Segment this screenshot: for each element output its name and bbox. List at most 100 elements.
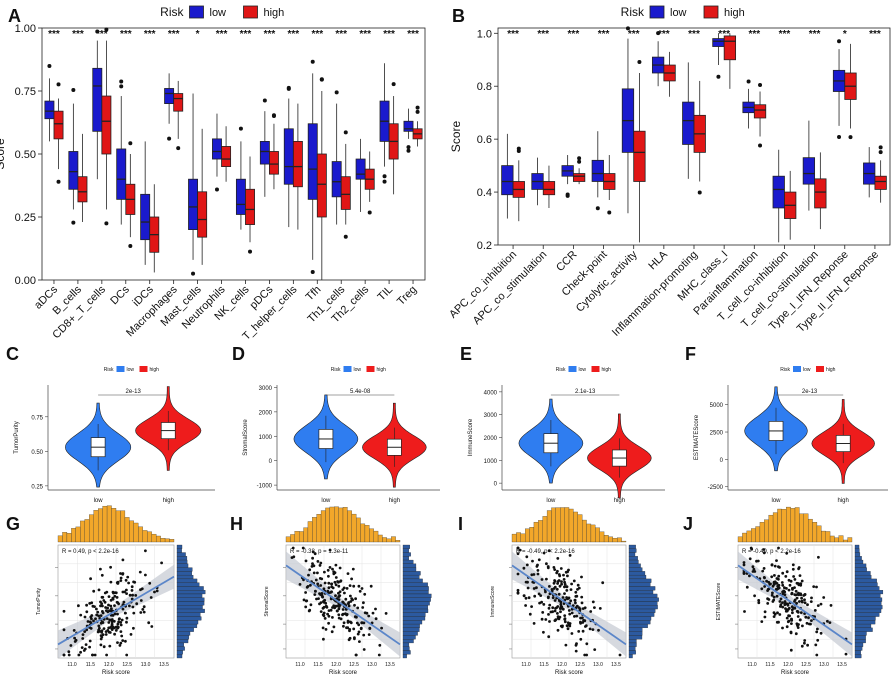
x-tick-label-H: 11.5 [313, 662, 323, 668]
legend-label-low: low [127, 367, 135, 373]
scatter-point-I [559, 600, 563, 604]
scatter-point-H [337, 598, 341, 601]
scatter-point-J [751, 565, 755, 569]
histogram-bar-right [402, 563, 417, 568]
scatter-point-H [322, 605, 326, 609]
scatter-point-J [826, 619, 829, 623]
histogram-bar-top [516, 532, 521, 543]
histogram-bar-right [402, 571, 421, 576]
scatter-point-H [337, 607, 341, 611]
scatter-point-G [113, 632, 116, 636]
pvalue-label-E: 2.1e-13 [575, 389, 596, 395]
outlier-point-high [319, 77, 324, 82]
scatter-point-H [384, 612, 388, 615]
scatter-point-H [330, 630, 334, 634]
scatter-point-J [763, 585, 766, 588]
outlier-point-high [577, 156, 582, 161]
legend-swatch-low [189, 5, 204, 19]
scatter-point-J [816, 627, 819, 631]
scatter-point-J [785, 570, 789, 574]
scatter-point-G [126, 575, 130, 579]
y-tick-label-A: 0.00 [15, 275, 36, 287]
scatter-point-J [763, 576, 766, 580]
box-low-Macrophages [164, 88, 175, 105]
histogram-bar-right [628, 608, 656, 613]
scatter-point-H [369, 584, 373, 588]
histogram-bar-right [176, 590, 206, 595]
histogram-bar-top [755, 526, 761, 543]
scatter-point-J [800, 600, 804, 604]
y-axis-label-E: ImmuneScore [468, 418, 474, 456]
scatter-point-J [807, 622, 811, 626]
scatter-point-I [553, 619, 557, 622]
scatter-point-G [83, 630, 87, 633]
scatter-point-J [786, 608, 790, 611]
scatter-point-I [589, 610, 593, 613]
histogram-bar-right [176, 586, 204, 591]
significance-mark-B: *** [869, 29, 881, 40]
scatter-point-H [357, 630, 361, 634]
scatter-point-I [551, 596, 555, 600]
scatter-point-J [765, 579, 768, 583]
panel-label-E: E [460, 344, 472, 364]
significance-mark-A: *** [311, 29, 323, 40]
scatter-point-G [105, 590, 109, 594]
scatter-point-H [316, 582, 320, 586]
scatter-point-I [557, 579, 561, 582]
scatter-point-I [569, 599, 573, 603]
scatter-point-G [91, 604, 95, 608]
scatter-point-J [807, 616, 810, 620]
histogram-bar-right [628, 642, 637, 647]
scatter-point-G [135, 602, 139, 606]
scatter-point-H [311, 556, 314, 560]
scatter-point-G [95, 607, 98, 611]
scatter-point-J [785, 587, 788, 590]
scatter-point-H [309, 583, 312, 587]
histogram-bar-right [176, 631, 191, 636]
scatter-point-H [328, 548, 332, 552]
scatter-point-H [359, 627, 363, 631]
scatter-point-I [568, 554, 572, 557]
histogram-bar-top [772, 512, 778, 543]
y-tick-label-F: 5000 [710, 403, 724, 409]
scatter-point-G [73, 640, 77, 643]
scatter-point-J [763, 615, 767, 619]
histogram-bar-right [402, 548, 409, 553]
scatter-point-H [323, 581, 327, 585]
scatter-point-J [791, 567, 795, 571]
histogram-bar-top [312, 517, 317, 543]
histogram-bar-right [854, 574, 872, 580]
histogram-bar-right [176, 654, 183, 659]
box-high-Parainflammation [753, 104, 767, 119]
histogram-bar-right [854, 616, 876, 621]
histogram-bar-right [628, 593, 658, 598]
outlier-point-low [837, 134, 842, 139]
scatter-point-J [788, 583, 792, 587]
scatter-point-J [797, 567, 800, 571]
histogram-bar-right [854, 571, 871, 576]
histogram-bar-right [628, 552, 636, 557]
scatter-point-I [573, 598, 577, 602]
histogram-bar-top [621, 540, 627, 543]
outlier-point-low [262, 98, 267, 103]
histogram-bar-right [176, 597, 205, 602]
correlation-annotation-I: R = -0.49, p < 2.2e-16 [516, 549, 575, 555]
histogram-bar-top [573, 511, 578, 543]
histogram-bar-top [156, 535, 161, 543]
histogram-bar-right [628, 650, 636, 655]
scatter-point-I [580, 601, 584, 605]
x-tick-label-H: 12.5 [349, 662, 359, 668]
histogram-bar-right [854, 601, 882, 606]
scatter-point-H [312, 564, 316, 568]
scatter-point-J [814, 643, 818, 647]
histogram-bar-right [402, 593, 432, 598]
outlier-point-high [848, 135, 853, 140]
x-tick-label-G: 13.0 [141, 662, 151, 668]
scatter-point-H [336, 580, 339, 583]
scatter-point-I [584, 624, 588, 628]
scatter-point-J [798, 600, 801, 603]
histogram-bar-right [628, 620, 651, 625]
outlier-point-low [382, 174, 387, 179]
x-tick-label-I: 12.5 [575, 662, 585, 668]
scatter-point-I [563, 585, 566, 589]
